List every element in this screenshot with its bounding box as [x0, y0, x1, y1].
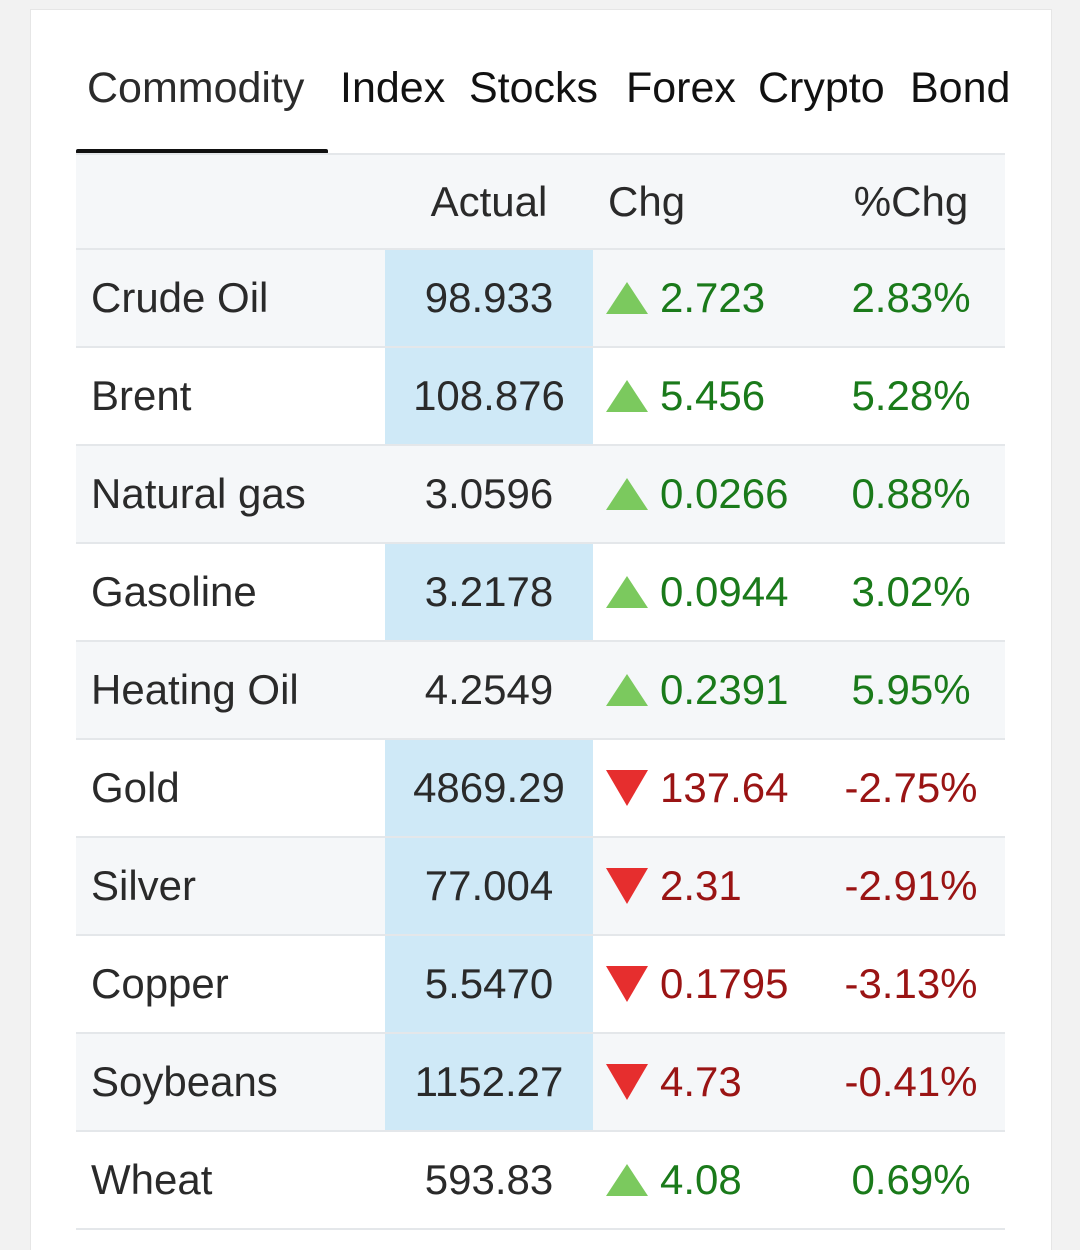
change-value: 5.456	[660, 372, 766, 419]
table-row[interactable]: Crude Oil 98.933 2.723 2.83%	[76, 250, 1005, 348]
commodity-name: Gold	[91, 764, 180, 811]
table-row[interactable]: Brent 108.876 5.456 5.28%	[76, 348, 1005, 446]
table-header: Actual Chg %Chg	[76, 153, 1005, 250]
market-tabs: Commodity Index Stocks Forex Crypto Bond	[31, 10, 1051, 155]
table-row[interactable]: Silver 77.004 2.31 -2.91%	[76, 838, 1005, 936]
percent-change-value: 2.83%	[851, 274, 971, 321]
table-row[interactable]: Gold 4869.29 137.64 -2.75%	[76, 740, 1005, 838]
triangle-up-icon	[606, 380, 648, 412]
commodity-name: Gasoline	[91, 568, 257, 615]
commodity-name: Silver	[91, 862, 197, 909]
triangle-down-icon	[606, 1064, 648, 1100]
change-value: 4.73	[660, 1058, 742, 1105]
change-value: 0.2391	[660, 666, 789, 713]
percent-change-value: -3.13%	[844, 960, 978, 1007]
change-cell: 4.73	[606, 1034, 742, 1130]
table-row[interactable]: Gasoline 3.2178 0.0944 3.02%	[76, 544, 1005, 642]
change-cell: 0.2391	[606, 642, 788, 738]
actual-value: 77.004	[385, 838, 593, 934]
change-value: 0.0266	[660, 470, 789, 517]
change-value: 4.08	[660, 1156, 742, 1203]
commodity-name: Brent	[91, 372, 192, 419]
tab-index[interactable]: Index	[340, 64, 446, 112]
commodity-name: Natural gas	[91, 470, 306, 517]
change-cell: 4.08	[606, 1132, 742, 1228]
triangle-up-icon	[606, 1164, 648, 1196]
triangle-down-icon	[606, 770, 648, 806]
tab-crypto[interactable]: Crypto	[758, 64, 885, 112]
percent-change-value: -2.91%	[844, 862, 978, 909]
market-card: Commodity Index Stocks Forex Crypto Bond…	[30, 9, 1052, 1250]
table-row[interactable]: Wheat 593.83 4.08 0.69%	[76, 1132, 1005, 1230]
change-cell: 2.723	[606, 250, 765, 346]
percent-change-value: -2.75%	[844, 764, 978, 811]
triangle-up-icon	[606, 674, 648, 706]
commodity-name: Crude Oil	[91, 274, 269, 321]
actual-value: 4.2549	[424, 666, 554, 713]
percent-change-value: 0.88%	[851, 470, 971, 517]
change-cell: 0.0944	[606, 544, 788, 640]
change-value: 137.64	[660, 764, 789, 811]
actual-value: 108.876	[385, 348, 593, 444]
actual-value: 3.2178	[385, 544, 593, 640]
commodity-name: Copper	[91, 960, 229, 1007]
table-body: Crude Oil 98.933 2.723 2.83% Brent 108.876 5.4…	[76, 250, 1005, 1230]
triangle-down-icon	[606, 966, 648, 1002]
header-pct-chg: %Chg	[853, 177, 969, 225]
actual-value: 5.5470	[385, 936, 593, 1032]
tab-forex[interactable]: Forex	[626, 64, 736, 112]
percent-change-value: 5.95%	[851, 666, 971, 713]
active-tab-indicator	[76, 149, 328, 154]
percent-change-value: 0.69%	[851, 1156, 971, 1203]
actual-value: 1152.27	[385, 1034, 593, 1130]
commodity-name: Soybeans	[91, 1058, 278, 1105]
change-cell: 0.0266	[606, 446, 788, 542]
triangle-up-icon	[606, 576, 648, 608]
tab-stocks[interactable]: Stocks	[469, 64, 599, 112]
actual-value: 4869.29	[385, 740, 593, 836]
commodity-name: Wheat	[91, 1156, 213, 1203]
table-row[interactable]: Copper 5.5470 0.1795 -3.13%	[76, 936, 1005, 1034]
commodity-name: Heating Oil	[91, 666, 299, 713]
change-value: 2.723	[660, 274, 766, 321]
tab-bond[interactable]: Bond	[910, 64, 1011, 112]
change-value: 0.0944	[660, 568, 789, 615]
table-row[interactable]: Natural gas 3.0596 0.0266 0.88%	[76, 446, 1005, 544]
header-actual: Actual	[430, 177, 548, 225]
change-cell: 2.31	[606, 838, 742, 934]
change-cell: 5.456	[606, 348, 765, 444]
triangle-down-icon	[606, 868, 648, 904]
actual-value: 98.933	[385, 250, 593, 346]
table-row[interactable]: Soybeans 1152.27 4.73 -0.41%	[76, 1034, 1005, 1132]
change-cell: 0.1795	[606, 936, 788, 1032]
commodity-table: Actual Chg %Chg Crude Oil 98.933 2.723 2.83…	[76, 153, 1005, 1230]
percent-change-value: 5.28%	[851, 372, 971, 419]
change-cell: 137.64	[606, 740, 788, 836]
percent-change-value: 3.02%	[851, 568, 971, 615]
actual-value: 3.0596	[424, 470, 554, 517]
percent-change-value: -0.41%	[844, 1058, 978, 1105]
actual-value: 593.83	[424, 1156, 554, 1203]
header-chg: Chg	[608, 177, 686, 225]
change-value: 0.1795	[660, 960, 789, 1007]
tab-commodity[interactable]: Commodity	[87, 64, 305, 112]
change-value: 2.31	[660, 862, 742, 909]
triangle-up-icon	[606, 478, 648, 510]
table-row[interactable]: Heating Oil 4.2549 0.2391 5.95%	[76, 642, 1005, 740]
triangle-up-icon	[606, 282, 648, 314]
